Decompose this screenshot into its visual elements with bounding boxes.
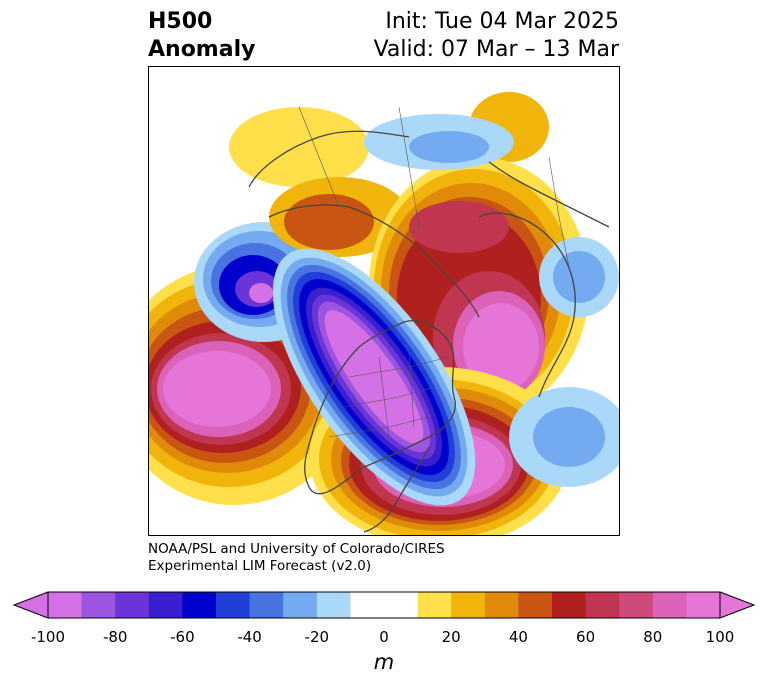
colorbar-tick-label: 40	[508, 628, 528, 646]
colorbar-segment	[148, 592, 183, 618]
colorbar-segment	[518, 592, 553, 618]
political-borders	[298, 106, 570, 438]
colorbar-tick-label: 100	[705, 628, 735, 646]
colorbar-segment	[417, 592, 452, 618]
credit-line-1: NOAA/PSL and University of Colorado/CIRE…	[148, 541, 445, 557]
colorbar-tick-label: -80	[102, 628, 128, 646]
colorbar-extend-high	[719, 591, 756, 619]
colorbar-unit: m	[373, 650, 395, 674]
colorbar-tick-label: -20	[304, 628, 330, 646]
init-date: Init: Tue 04 Mar 2025	[385, 9, 619, 34]
colorbar-segment	[81, 592, 116, 618]
anomaly-arctic-negative	[364, 114, 619, 487]
colorbar-segment	[585, 592, 620, 618]
colorbar-segment	[451, 592, 486, 618]
colorbar-tick-label: 20	[441, 628, 461, 646]
anomaly-map	[148, 66, 620, 536]
colorbar-segment	[48, 592, 83, 618]
colorbar-segment	[350, 592, 385, 618]
anomaly-north-america-negative	[272, 248, 476, 506]
colorbar-segment	[652, 592, 687, 618]
forecast-dates: Init: Tue 04 Mar 2025 Valid: 07 Mar – 13…	[374, 8, 619, 64]
coastlines	[248, 130, 610, 533]
colorbar-tick-label: 60	[576, 628, 596, 646]
colorbar-segment	[686, 592, 721, 618]
colorbar-segment	[484, 592, 519, 618]
map-title: H500 Anomaly	[148, 8, 255, 64]
colorbar-tick-label: -100	[30, 628, 66, 646]
title-variable: H500	[148, 9, 213, 34]
colorbar-segment	[216, 592, 251, 618]
colorbar-extend-low	[12, 591, 49, 619]
colorbar-segment	[552, 592, 587, 618]
anomaly-atlantic-positive	[369, 157, 589, 417]
colorbar-segment	[283, 592, 318, 618]
colorbar	[12, 591, 756, 619]
colorbar-outline	[47, 591, 721, 619]
colorbar-tick-label: 0	[379, 628, 389, 646]
title-subtitle: Anomaly	[148, 37, 256, 62]
anomaly-map-svg	[149, 92, 619, 535]
colorbar-tick-label: -40	[237, 628, 262, 646]
colorbar-segment	[249, 592, 284, 618]
colorbar-tick-label: -60	[170, 628, 195, 646]
anomaly-pacific-positive	[149, 265, 354, 505]
credit-line-2: Experimental LIM Forecast (v2.0)	[148, 558, 372, 574]
colorbar-segment	[182, 592, 217, 618]
colorbar-segment	[316, 592, 351, 618]
colorbar-segment	[384, 592, 419, 618]
colorbar-tick-label: 80	[643, 628, 663, 646]
credit-text: NOAA/PSL and University of Colorado/CIRE…	[148, 541, 445, 575]
colorbar-segments	[48, 592, 721, 618]
colorbar-segment	[115, 592, 150, 618]
colorbar-segment	[619, 592, 654, 618]
valid-date: Valid: 07 Mar – 13 Mar	[373, 37, 619, 62]
